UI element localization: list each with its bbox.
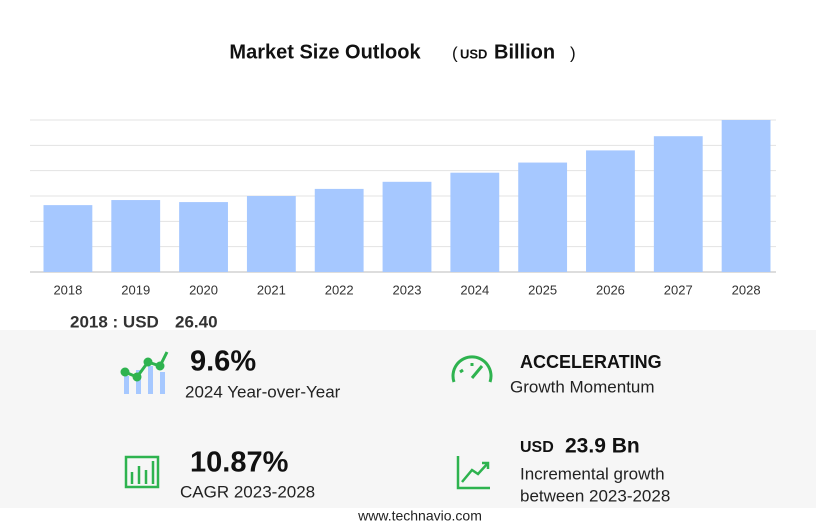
bar [653, 136, 703, 272]
bar [43, 205, 93, 272]
x-tick-label: 2025 [528, 282, 557, 297]
unit-paren: ( [452, 43, 458, 62]
unit: Billion [494, 41, 555, 63]
x-tick-label: 2028 [732, 282, 761, 297]
x-tick-label: 2024 [460, 282, 489, 297]
unit-paren: ) [570, 43, 576, 62]
bar [586, 150, 635, 272]
cagr-icon [124, 455, 160, 489]
x-tick-label: 2019 [121, 282, 150, 297]
stat-value: 23.9 Bn [565, 435, 640, 458]
bar [314, 188, 364, 272]
momentum-icon [451, 355, 493, 383]
bar [721, 120, 771, 272]
incremental-icon [456, 456, 490, 490]
highlight-value: 26.40 [175, 312, 218, 331]
unit-currency: USD [460, 46, 487, 61]
stat-value: ACCELERATING [520, 352, 662, 372]
bar [518, 162, 568, 272]
x-tick-label: 2022 [325, 282, 354, 297]
stat-caption: Growth Momentum [510, 377, 655, 396]
stat-value: 9.6% [190, 346, 256, 378]
stat-currency: USD [520, 439, 554, 456]
bar [246, 196, 296, 272]
stat-value: 10.87% [190, 447, 289, 479]
bar [179, 202, 228, 272]
x-tick-label: 2027 [664, 282, 693, 297]
highlight-label: 2018 : USD [70, 312, 159, 331]
x-tick-label: 2021 [257, 282, 286, 297]
bar [450, 172, 500, 272]
x-tick-label: 2020 [189, 282, 218, 297]
stat-caption: between 2023-2028 [520, 486, 670, 505]
stat-caption: 2024 Year-over-Year [185, 382, 341, 401]
footer: www.technavio.com [357, 508, 482, 524]
bar [111, 200, 161, 272]
chart-title: Market Size Outlook [229, 41, 421, 63]
x-tick-label: 2018 [53, 282, 82, 297]
yoy-icon [120, 351, 169, 394]
bar [382, 181, 432, 272]
stats-panel [0, 330, 816, 508]
stat-caption: CAGR 2023-2028 [180, 482, 315, 501]
x-tick-label: 2023 [393, 282, 422, 297]
stat-caption: Incremental growth [520, 464, 665, 483]
x-tick-label: 2026 [596, 282, 625, 297]
